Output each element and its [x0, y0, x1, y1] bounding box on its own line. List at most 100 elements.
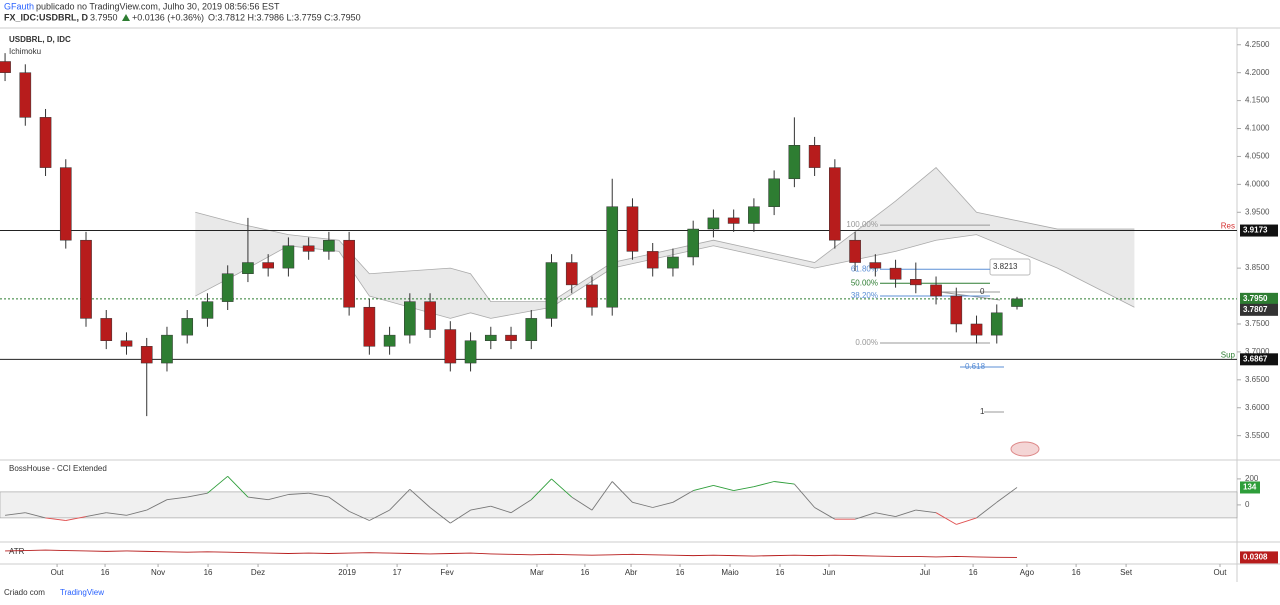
value-tag-label: 3.9173	[1243, 226, 1268, 235]
annotation: 1	[980, 407, 985, 416]
line-segment	[146, 499, 168, 511]
candle-body	[383, 334, 396, 347]
level-label: Res	[1221, 222, 1235, 231]
x-tick-label: Out	[1214, 568, 1228, 577]
line-segment	[895, 509, 916, 518]
line-segment	[328, 496, 350, 512]
value-tag	[1240, 481, 1260, 494]
author[interactable]: GFauth	[4, 1, 34, 11]
value-tag	[1240, 551, 1278, 564]
candle-body	[363, 306, 376, 347]
line-segment	[551, 478, 573, 498]
y-tick-label: 0	[1245, 500, 1250, 509]
line-segment	[611, 481, 633, 503]
line-segment	[369, 509, 390, 521]
y-tick-label: 4.2000	[1245, 68, 1270, 77]
line-segment	[227, 475, 249, 498]
line-segment	[308, 492, 329, 498]
candle-body	[242, 262, 254, 274]
line-segment	[915, 509, 937, 514]
y-tick-label: 3.8500	[1245, 263, 1270, 272]
candle-body	[626, 206, 639, 252]
line-segment	[126, 509, 147, 516]
line-segment	[976, 501, 998, 519]
value-tag-label: 134	[1243, 483, 1257, 492]
candle-body	[687, 228, 699, 258]
candle-body	[404, 301, 416, 336]
x-tick-label: 16	[1072, 568, 1081, 577]
annotation: 0.618	[965, 362, 986, 371]
candle-body	[667, 256, 679, 269]
candle-body	[343, 239, 355, 308]
candle-body	[646, 251, 659, 269]
band	[0, 491, 1238, 519]
candle-body	[262, 262, 274, 269]
y-tick-label: 4.1500	[1245, 96, 1270, 105]
line-segment	[389, 488, 411, 511]
candle-body	[748, 206, 760, 224]
candle-body	[768, 178, 780, 207]
candle-body	[990, 312, 1003, 336]
subtitle: Ichimoku	[9, 47, 41, 56]
line-segment	[5, 512, 26, 516]
y-tick-label: 3.7500	[1245, 319, 1270, 328]
line-segment	[996, 487, 1018, 503]
fib-label: 50.00%	[851, 278, 878, 287]
candle-body	[970, 323, 983, 336]
x-tick-label: 16	[580, 568, 589, 577]
line-segment	[25, 512, 46, 519]
y-tick-label: 4.0500	[1245, 152, 1270, 161]
candle-body	[869, 262, 882, 269]
line-segment	[854, 512, 876, 520]
line-segment	[510, 499, 532, 514]
line-segment	[490, 505, 512, 514]
candle-body	[19, 72, 32, 118]
candle-body	[545, 262, 558, 319]
line-segment	[348, 510, 370, 521]
line-segment	[187, 492, 208, 498]
candle-body	[39, 117, 52, 168]
x-tick-label: Mar	[530, 568, 544, 577]
published: publicado no TradingView.com, Julho 30, …	[36, 1, 280, 11]
line-segment	[429, 507, 451, 524]
x-tick-label: Out	[51, 568, 65, 577]
price: 3.7950	[90, 12, 118, 22]
candle-body	[808, 145, 821, 168]
line-segment	[106, 512, 127, 516]
x-tick-label: Dez	[251, 568, 265, 577]
candle-body	[788, 145, 801, 180]
candle-body	[100, 318, 113, 341]
candle-body	[120, 340, 133, 347]
candle-body	[140, 346, 153, 364]
line-segment	[571, 496, 593, 511]
candle-body	[950, 295, 963, 325]
x-tick-label: Jul	[920, 568, 930, 577]
annotation: 0	[980, 287, 985, 296]
fib-label: 61.80%	[851, 264, 878, 273]
line-segment	[166, 496, 188, 501]
line-segment	[207, 475, 228, 494]
line-segment	[85, 512, 107, 518]
ohlc: O:3.7812 H:3.7986 L:3.7759 C:3.7950	[208, 12, 361, 22]
candle-body	[59, 167, 72, 241]
fib-label: 38.20%	[851, 291, 878, 300]
candle-body	[323, 239, 335, 252]
cloud	[195, 167, 1135, 319]
annotation-lines	[939, 258, 1040, 457]
candle-body	[505, 334, 517, 341]
candle-body	[606, 206, 619, 308]
x-tick-label: Ago	[1020, 568, 1035, 577]
fib-label: 100.00%	[846, 220, 878, 229]
candle-body	[221, 273, 234, 302]
line-segment	[814, 507, 836, 520]
line-segment	[470, 505, 491, 511]
line-segment	[530, 478, 552, 501]
value-tag	[1240, 292, 1278, 305]
line-segment	[693, 484, 714, 492]
x-tick-label: Jun	[823, 568, 836, 577]
x-tick-label: 16	[676, 568, 685, 577]
candle-body	[849, 239, 861, 263]
candle-body	[161, 334, 173, 364]
brand[interactable]: TradingView	[60, 588, 104, 597]
